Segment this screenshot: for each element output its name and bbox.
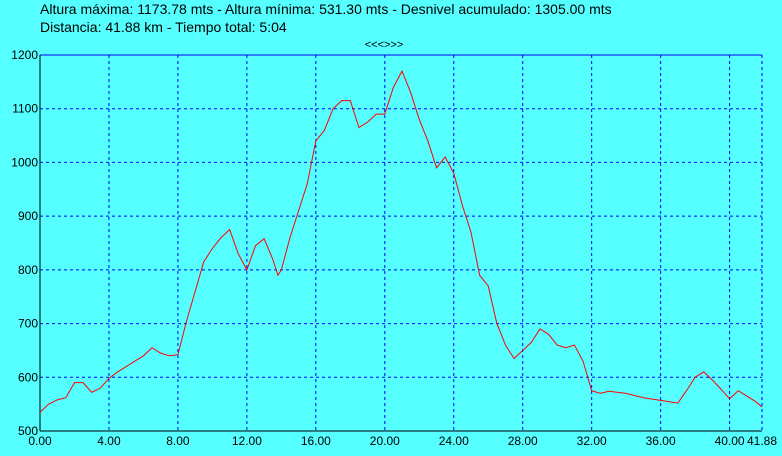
x-tick-label: 0.00	[28, 434, 52, 448]
x-tick-label: 28.00	[508, 434, 538, 448]
scroll-control[interactable]: <<<>>>	[365, 39, 404, 51]
y-tick-label: 900	[18, 209, 38, 223]
x-tick-label: 41.88	[747, 434, 777, 448]
x-tick-label: 8.00	[166, 434, 190, 448]
x-tick-label: 20.00	[370, 434, 400, 448]
y-tick-label: 800	[18, 263, 38, 277]
x-tick-label: 4.00	[97, 434, 121, 448]
x-tick-label: 16.00	[301, 434, 331, 448]
y-tick-label: 1000	[11, 155, 38, 169]
y-tick-label: 1100	[12, 102, 38, 116]
x-tick-label: 40.00	[715, 434, 745, 448]
x-tick-label: 32.00	[577, 434, 607, 448]
y-tick-label: 600	[18, 370, 38, 384]
y-tick-label: 700	[18, 317, 38, 331]
y-tick-label: 1200	[11, 48, 38, 62]
y-tick-label: 500	[18, 424, 38, 438]
chart-subtitle: Distancia: 41.88 km - Tiempo total: 5:04	[40, 19, 287, 35]
elevation-line	[39, 69, 763, 413]
x-tick-label: 12.00	[232, 434, 262, 448]
x-tick-label: 24.00	[439, 434, 469, 448]
chart-title: Altura máxima: 1173.78 mts - Altura míni…	[40, 1, 612, 17]
x-tick-label: 36.00	[646, 434, 676, 448]
